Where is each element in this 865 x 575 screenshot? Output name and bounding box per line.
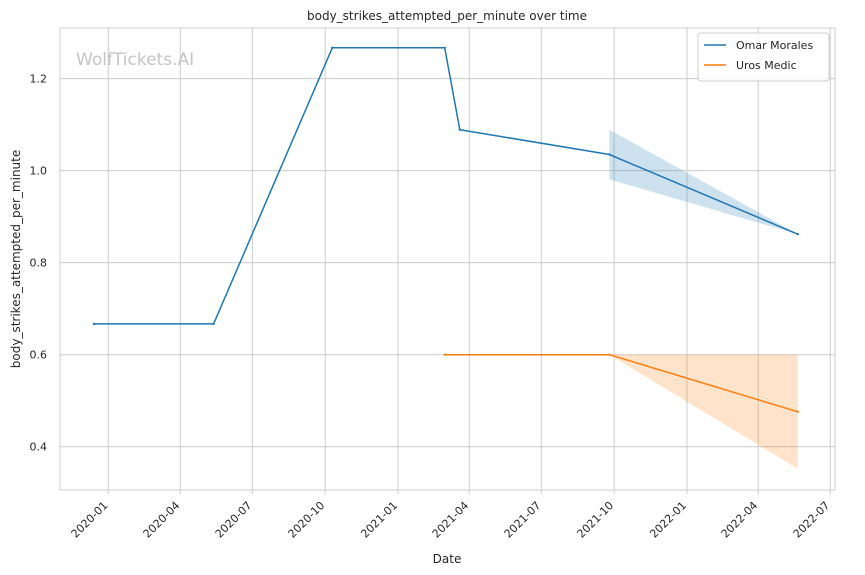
data-point bbox=[443, 353, 446, 356]
data-point bbox=[458, 128, 461, 131]
x-tick-label: 2021-01 bbox=[358, 499, 400, 541]
legend-label: Omar Morales bbox=[736, 39, 813, 52]
x-axis-label: Date bbox=[433, 552, 462, 566]
chart-title: body_strikes_attempted_per_minute over t… bbox=[307, 9, 587, 23]
y-tick-label: 0.6 bbox=[30, 349, 48, 362]
data-point bbox=[331, 46, 334, 49]
x-tick-label: 2021-10 bbox=[575, 499, 617, 541]
watermark: WolfTickets.AI bbox=[76, 50, 194, 70]
y-tick-label: 0.4 bbox=[30, 441, 48, 454]
confidence-band-1 bbox=[609, 354, 798, 469]
x-tick-label: 2022-07 bbox=[791, 499, 833, 541]
data-point bbox=[608, 153, 611, 156]
x-tick-label: 2020-10 bbox=[286, 499, 328, 541]
legend: Omar Morales Uros Medic bbox=[697, 32, 830, 82]
confidence-bands bbox=[609, 129, 798, 469]
plot-area bbox=[59, 27, 836, 491]
x-tick-label: 2021-07 bbox=[502, 499, 544, 541]
data-point bbox=[796, 410, 799, 413]
legend-label: Uros Medic bbox=[736, 59, 797, 72]
x-tick-label: 2022-04 bbox=[719, 499, 761, 541]
y-tick-label: 1.2 bbox=[30, 73, 48, 86]
data-point bbox=[796, 232, 799, 236]
x-tick-label: 2021-04 bbox=[430, 499, 472, 541]
y-axis-ticks: 0.4 0.6 0.8 1.0 1.2 bbox=[30, 73, 48, 454]
data-point bbox=[92, 322, 96, 326]
y-tick-label: 0.8 bbox=[30, 257, 48, 270]
x-axis-ticks: 2020-01 2020-04 2020-07 2020-10 2021-01 2021-… bbox=[69, 490, 833, 541]
x-tick-label: 2022-01 bbox=[647, 499, 689, 541]
y-tick-label: 1.0 bbox=[30, 165, 48, 178]
x-tick-label: 2020-01 bbox=[69, 499, 111, 541]
data-point bbox=[608, 353, 611, 356]
x-tick-label: 2020-07 bbox=[213, 499, 255, 541]
legend-box bbox=[697, 32, 830, 82]
x-tick-label: 2020-04 bbox=[141, 499, 183, 541]
series-lines bbox=[92, 46, 799, 413]
y-axis-label: body_strikes_attempted_per_minute bbox=[9, 150, 23, 368]
data-point bbox=[443, 46, 446, 49]
confidence-band-0 bbox=[609, 129, 798, 235]
data-point bbox=[212, 322, 215, 326]
